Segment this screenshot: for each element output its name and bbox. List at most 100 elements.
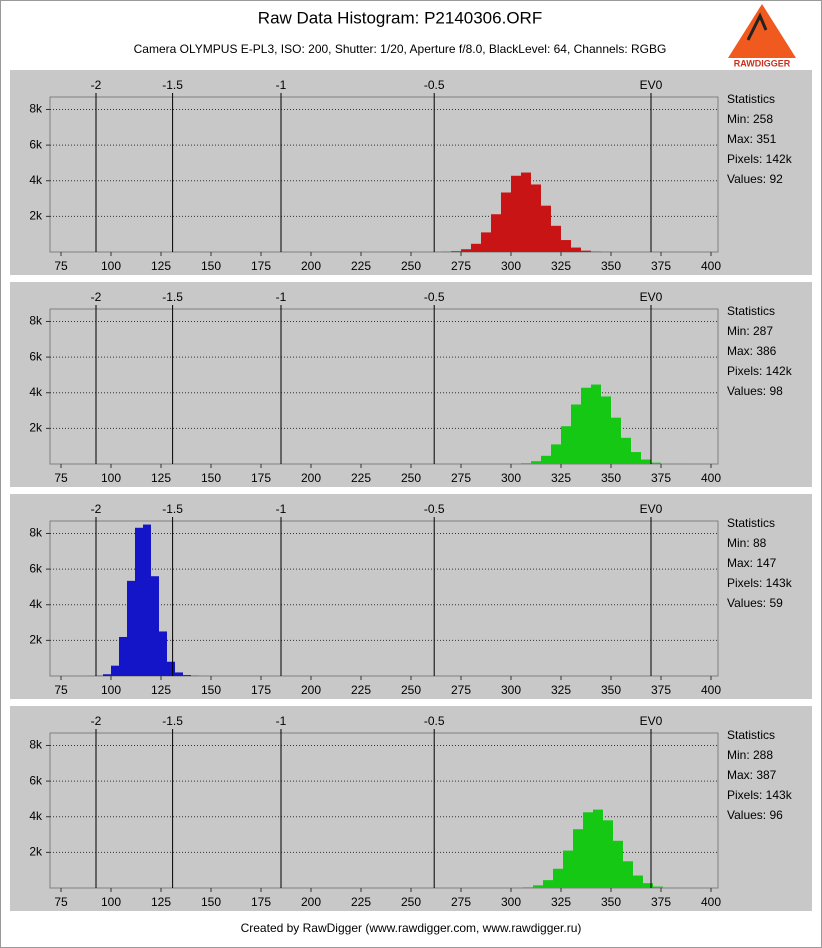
histogram-bar <box>603 820 613 888</box>
histogram-bar <box>581 387 591 464</box>
x-tick-label: 325 <box>551 683 571 697</box>
x-tick-label: 275 <box>451 471 471 485</box>
histogram-bar <box>523 887 533 888</box>
y-tick-label: 4k <box>29 385 43 399</box>
histogram-bar <box>633 875 643 888</box>
logo-mark <box>728 4 796 58</box>
y-tick-label: 2k <box>29 633 43 647</box>
stats-text: Values: 92 <box>727 172 783 186</box>
stats-text: Statistics <box>727 92 775 106</box>
y-tick-label: 6k <box>29 349 43 363</box>
histogram-bar <box>167 661 175 676</box>
x-tick-label: 250 <box>401 259 421 273</box>
x-tick-label: 175 <box>251 471 271 485</box>
histogram-bar <box>573 829 583 888</box>
stats-text: Statistics <box>727 728 775 742</box>
histogram-bar <box>591 384 601 464</box>
histogram-bar <box>571 247 581 252</box>
histogram-bar <box>623 861 633 888</box>
histogram-bar <box>511 175 521 252</box>
x-tick-label: 400 <box>701 895 721 909</box>
histogram-bar <box>103 674 111 676</box>
histogram-bar <box>521 463 531 464</box>
x2-tick-label: -0.5 <box>424 290 445 304</box>
x2-tick-label: EV0 <box>640 714 663 728</box>
y-tick-label: 8k <box>29 102 43 116</box>
x2-tick-label: -2 <box>91 714 102 728</box>
histogram-bar <box>135 527 143 676</box>
x-tick-label: 75 <box>54 683 68 697</box>
histogram-bar <box>611 417 621 464</box>
histogram-bar <box>601 396 611 464</box>
x2-tick-label: -1.5 <box>162 502 183 516</box>
x2-tick-label: -1 <box>276 714 287 728</box>
x-tick-label: 275 <box>451 895 471 909</box>
stats-text: Min: 287 <box>727 324 773 338</box>
y-tick-label: 6k <box>29 773 43 787</box>
histogram-bar <box>561 240 571 252</box>
histogram-bar <box>563 850 573 888</box>
histogram-bar <box>583 812 593 888</box>
stats-text: Max: 386 <box>727 344 777 358</box>
histogram-bar <box>641 459 651 464</box>
x2-tick-label: -1.5 <box>162 290 183 304</box>
histogram-bar <box>127 580 135 676</box>
x-tick-label: 375 <box>651 471 671 485</box>
x-tick-label: 400 <box>701 683 721 697</box>
x2-tick-label: -2 <box>91 502 102 516</box>
histogram-bar <box>521 172 531 252</box>
x-tick-label: 125 <box>151 471 171 485</box>
x-tick-label: 100 <box>101 471 121 485</box>
x-tick-label: 250 <box>401 471 421 485</box>
x-tick-label: 200 <box>301 471 321 485</box>
x-tick-label: 75 <box>54 471 68 485</box>
x-tick-label: 75 <box>54 895 68 909</box>
y-tick-label: 8k <box>29 314 43 328</box>
x-tick-label: 400 <box>701 471 721 485</box>
stats-text: Max: 351 <box>727 132 777 146</box>
histogram-bar <box>621 437 631 464</box>
x-tick-label: 150 <box>201 895 221 909</box>
x-tick-label: 100 <box>101 895 121 909</box>
histogram-bar <box>613 840 623 888</box>
stats-text: Statistics <box>727 516 775 530</box>
footer: Created by RawDigger (www.rawdigger.com,… <box>241 921 582 935</box>
histogram-bar <box>543 880 553 888</box>
x-tick-label: 375 <box>651 895 671 909</box>
x-tick-label: 275 <box>451 683 471 697</box>
histogram-bar <box>551 444 561 464</box>
logo-mark <box>746 12 768 41</box>
plot-area <box>49 96 719 253</box>
histogram-bar <box>531 184 541 252</box>
stats-text: Pixels: 142k <box>727 152 793 166</box>
x2-tick-label: -1.5 <box>162 714 183 728</box>
x-tick-label: 225 <box>351 895 371 909</box>
x-tick-label: 175 <box>251 895 271 909</box>
histogram-bar <box>461 249 471 252</box>
x-tick-label: 150 <box>201 683 221 697</box>
x-tick-label: 275 <box>451 259 471 273</box>
histogram-bar <box>553 868 563 888</box>
y-tick-label: 4k <box>29 173 43 187</box>
x-tick-label: 100 <box>101 259 121 273</box>
x-tick-label: 175 <box>251 683 271 697</box>
histogram-bar <box>159 631 167 676</box>
stats-text: Min: 258 <box>727 112 773 126</box>
stats-text: Values: 98 <box>727 384 783 398</box>
x-tick-label: 325 <box>551 471 571 485</box>
stats-text: Max: 387 <box>727 768 777 782</box>
histogram-bar <box>111 665 119 676</box>
x-tick-label: 150 <box>201 471 221 485</box>
x-tick-label: 300 <box>501 895 521 909</box>
histogram-bar <box>119 636 127 676</box>
stats-text: Values: 96 <box>727 808 783 822</box>
x-tick-label: 225 <box>351 259 371 273</box>
stats-text: Pixels: 142k <box>727 364 793 378</box>
x-tick-label: 200 <box>301 683 321 697</box>
x2-tick-label: -1 <box>276 78 287 92</box>
x-tick-label: 225 <box>351 683 371 697</box>
chart-subtitle: Camera OLYMPUS E-PL3, ISO: 200, Shutter:… <box>134 42 667 56</box>
x2-tick-label: -2 <box>91 78 102 92</box>
x-tick-label: 325 <box>551 895 571 909</box>
